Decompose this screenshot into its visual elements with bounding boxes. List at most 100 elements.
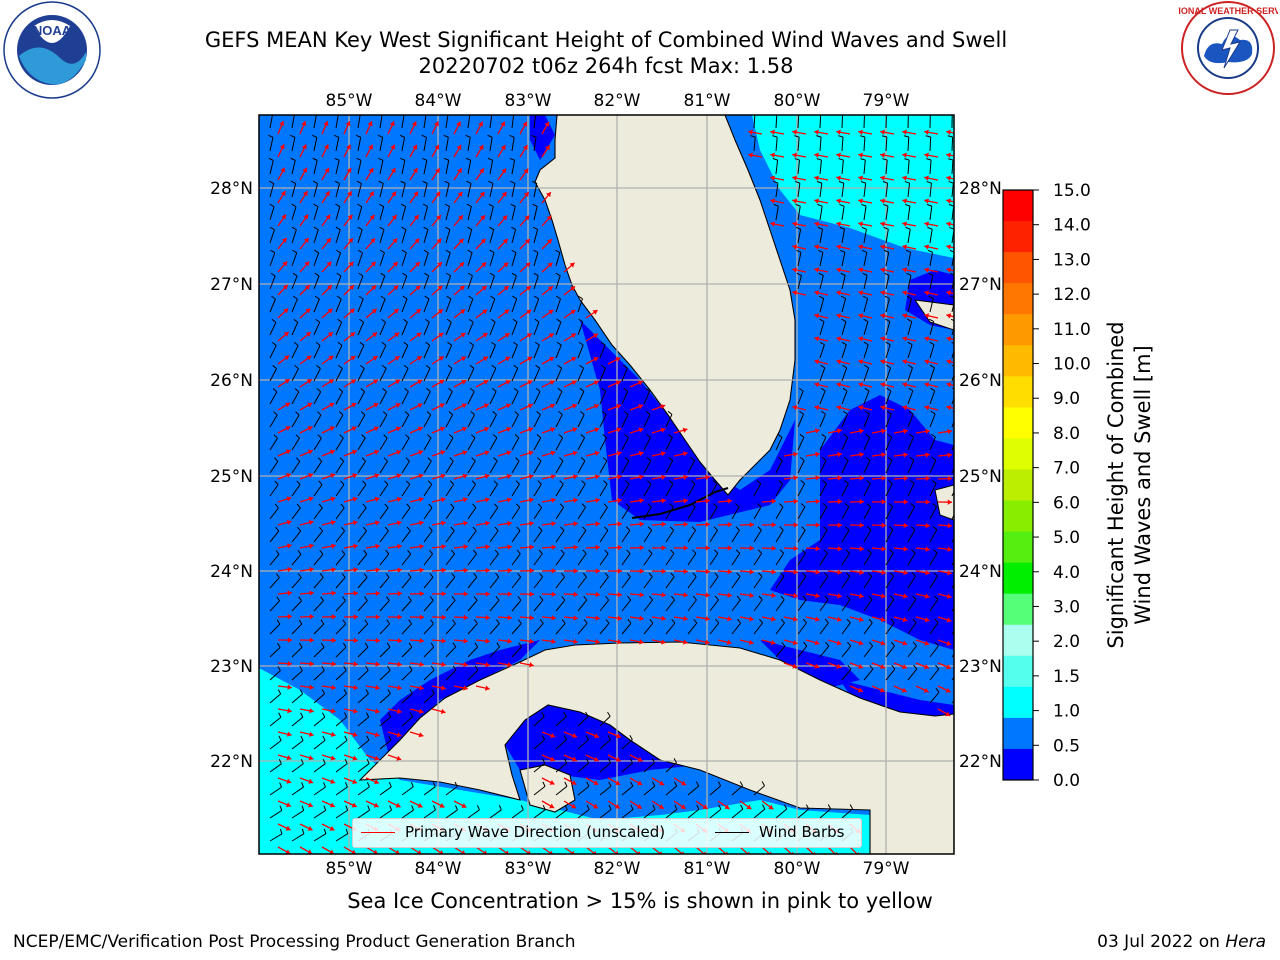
colorbar-tick-label: 6.0 (1053, 493, 1080, 513)
wind-barb (951, 583, 954, 589)
wave-arrow-head (392, 261, 398, 267)
wave-arrow (321, 614, 337, 620)
wind-barb (333, 134, 340, 152)
wave-arrow-head (483, 380, 489, 385)
wind-barb-shaft (357, 345, 365, 359)
wind-barb-flag (713, 526, 718, 531)
wind-barb-flag (474, 665, 479, 671)
wave-arrow (836, 244, 851, 250)
wave-arrow-head (374, 708, 380, 714)
wind-barb-shaft (291, 809, 305, 819)
wind-barb-flag (882, 113, 887, 114)
wind-barb (533, 549, 543, 566)
wind-barb-shaft (335, 507, 345, 520)
wind-barb-flag (381, 341, 387, 346)
wind-barb (335, 689, 347, 704)
wind-barb-flag (294, 388, 300, 393)
wind-barb-shaft (357, 484, 367, 497)
wave-arrow-head (483, 403, 489, 409)
wave-arrow (924, 152, 939, 158)
wave-arrow (893, 452, 908, 458)
wave-arrow (277, 496, 292, 503)
wind-barb-shaft (269, 810, 283, 819)
wind-barb-shaft (445, 600, 456, 612)
wave-arrow-head (858, 382, 864, 388)
wind-barb-shaft (445, 252, 451, 267)
wind-barb-shaft (841, 622, 851, 635)
wind-barb-shaft (863, 599, 873, 612)
wind-barb-flag (820, 387, 826, 392)
wind-barb-shaft (929, 367, 935, 382)
wind-barb-shaft (841, 552, 850, 566)
wind-barb-flag (795, 180, 801, 184)
wave-arrow-head (551, 497, 556, 503)
wave-arrow-head (593, 756, 599, 762)
wind-barb-shaft (731, 785, 743, 796)
wind-barb-flag (402, 272, 407, 277)
wind-barb-shaft (313, 507, 323, 520)
wind-barb-flag (344, 735, 348, 741)
wave-arrow-head (286, 755, 292, 761)
wind-barb-flag (387, 689, 391, 694)
wave-arrow-head (392, 238, 398, 244)
wind-barb-shaft (423, 275, 430, 290)
wave-arrow-head (507, 614, 512, 621)
wind-barb-flag (647, 526, 653, 531)
wave-arrow (805, 662, 820, 669)
wind-barb-flag (444, 203, 450, 207)
wind-barb-flag (534, 295, 539, 300)
wave-arrow (673, 615, 688, 622)
wind-barb-flag (320, 642, 325, 648)
wind-barb-flag (488, 203, 494, 207)
wind-barb-flag (342, 596, 346, 601)
wave-arrow (321, 449, 336, 457)
wind-barb-flag (735, 549, 741, 554)
wave-arrow-head (836, 129, 841, 135)
wind-barb-shaft (357, 368, 365, 382)
wave-arrow (607, 800, 621, 809)
wave-arrow (321, 496, 336, 503)
wind-barb (291, 642, 303, 658)
wind-barb-flag (318, 480, 323, 485)
wave-arrow-head (970, 523, 974, 528)
colorbar-segment (1003, 438, 1033, 470)
wind-barb (577, 341, 584, 359)
wind-barb (445, 526, 455, 543)
wave-arrow (792, 152, 807, 158)
wave-arrow-head (548, 309, 554, 315)
wind-barb (467, 226, 473, 244)
wind-barb-shaft (489, 115, 493, 129)
wind-barb (665, 595, 675, 612)
wind-barb (467, 411, 476, 428)
colorbar-tick-label: 3.0 (1053, 597, 1080, 617)
wave-arrow-head (331, 637, 336, 643)
wave-arrow-head (770, 152, 775, 158)
wave-arrow-head (595, 497, 600, 504)
wave-arrow (541, 474, 556, 480)
wind-barb-flag (443, 157, 449, 161)
wind-barb (422, 203, 429, 221)
wind-barb (269, 341, 277, 359)
wave-arrow-head (397, 637, 402, 644)
wind-barb-flag (816, 158, 822, 161)
wind-barb-flag (630, 781, 634, 787)
wind-barb-flag (343, 665, 347, 671)
wind-barb (731, 595, 741, 612)
wave-arrow-head (836, 663, 842, 669)
wind-barb (401, 712, 414, 727)
wind-barb-shaft (489, 483, 498, 497)
wave-arrow (937, 499, 953, 505)
wave-arrow-head (372, 356, 378, 361)
wave-arrow (915, 662, 930, 670)
wind-barb (357, 388, 366, 405)
wave-arrow-head (397, 520, 402, 526)
wind-barb-flag (696, 804, 700, 810)
wind-barb-flag (272, 388, 278, 393)
lat-tick-right: 25°N (959, 467, 1002, 487)
wind-barb-shaft (841, 460, 849, 474)
wave-arrow-head (946, 198, 951, 204)
wave-arrow-head (396, 755, 402, 761)
wave-arrow-head (353, 637, 358, 644)
wave-arrow (365, 661, 380, 667)
wind-barb-flag (387, 665, 391, 671)
